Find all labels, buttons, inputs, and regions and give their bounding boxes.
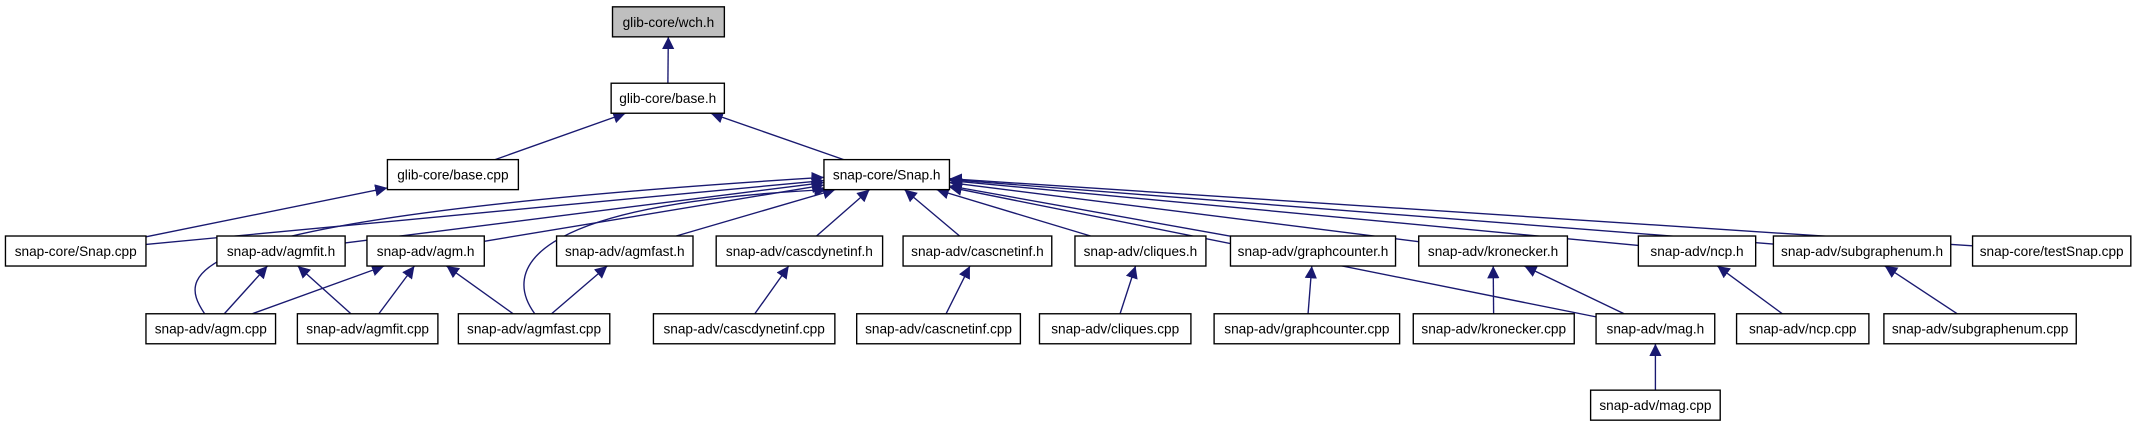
node-label: snap-adv/agmfit.cpp xyxy=(306,322,429,337)
edge xyxy=(1717,265,1783,315)
node-label: snap-adv/agm.h xyxy=(377,244,475,259)
node-box xyxy=(1038,313,1192,345)
edge xyxy=(145,184,388,238)
edge xyxy=(484,180,825,242)
edge xyxy=(251,264,385,315)
edge xyxy=(1304,265,1317,314)
edge xyxy=(494,111,626,161)
node-box xyxy=(610,82,726,114)
node-label: snap-adv/cascnetinf.h xyxy=(911,244,1044,259)
node-label: snap-adv/cliques.h xyxy=(1084,244,1198,259)
edge xyxy=(676,187,836,237)
node-label: snap-adv/cascdynetinf.h xyxy=(726,244,873,259)
edge xyxy=(949,181,1231,237)
node-box xyxy=(1229,235,1397,267)
edge xyxy=(345,177,825,244)
node-label: snap-adv/cascnetinf.cpp xyxy=(865,322,1012,337)
node-label: snap-adv/kronecker.cpp xyxy=(1421,322,1566,337)
edge xyxy=(710,111,844,161)
node-box xyxy=(296,313,439,345)
node-box xyxy=(4,235,147,267)
edge xyxy=(754,265,790,315)
node-box xyxy=(1213,313,1401,345)
node-box xyxy=(652,313,836,345)
node-label: snap-adv/subgraphenum.h xyxy=(1781,244,1943,259)
node-label: snap-adv/subgraphenum.cpp xyxy=(1892,322,2069,337)
edge xyxy=(949,173,1973,247)
node-box xyxy=(1772,235,1952,267)
node-label: snap-adv/graphcounter.h xyxy=(1238,244,1389,259)
node-label: glib-core/base.cpp xyxy=(397,168,508,183)
node-label: glib-core/base.h xyxy=(619,91,716,106)
edge xyxy=(816,189,871,237)
node-label: snap-adv/kronecker.h xyxy=(1428,244,1558,259)
node-box xyxy=(216,235,346,267)
edge xyxy=(904,189,961,237)
edge xyxy=(551,265,608,315)
node-box xyxy=(145,313,277,345)
edge xyxy=(223,265,268,315)
node-label: snap-adv/ncp.cpp xyxy=(1749,322,1857,337)
node-box xyxy=(1412,313,1575,345)
node-box xyxy=(715,235,884,267)
node-box xyxy=(856,313,1022,345)
node-box xyxy=(611,6,726,38)
node-label: snap-core/Snap.h xyxy=(833,168,941,183)
node-box xyxy=(1735,313,1870,345)
node-box xyxy=(555,235,694,267)
node-box xyxy=(457,313,611,345)
node-box xyxy=(1589,389,1721,421)
node-label: snap-adv/agmfast.h xyxy=(565,244,685,259)
node-label: snap-adv/ncp.h xyxy=(1650,244,1743,259)
node-label: glib-core/wch.h xyxy=(623,15,715,30)
node-label: snap-adv/mag.cpp xyxy=(1599,398,1711,413)
node-label: snap-adv/agm.cpp xyxy=(155,322,267,337)
node-label: snap-adv/cascdynetinf.cpp xyxy=(663,322,824,337)
edge xyxy=(523,184,827,315)
edge xyxy=(297,265,352,315)
node-box xyxy=(1637,235,1757,267)
node-box xyxy=(1883,313,2077,345)
edge xyxy=(1884,265,1958,315)
node-box xyxy=(1971,235,2132,267)
edge xyxy=(949,175,1639,247)
edge xyxy=(945,265,971,315)
edge xyxy=(949,177,1419,243)
node-label: snap-core/testSnap.cpp xyxy=(1980,244,2124,259)
node-label: snap-adv/agmfit.h xyxy=(227,244,335,259)
edge xyxy=(949,174,1774,245)
node-label: snap-adv/mag.h xyxy=(1607,322,1705,337)
node-label: snap-adv/agmfast.cpp xyxy=(467,322,601,337)
node-box xyxy=(366,235,485,267)
node-box xyxy=(1074,235,1207,267)
edge xyxy=(1119,265,1138,314)
edge xyxy=(145,175,825,246)
edge xyxy=(936,187,1091,237)
node-box xyxy=(902,235,1053,267)
node-box xyxy=(1418,235,1569,267)
node-label: snap-adv/cliques.cpp xyxy=(1051,322,1179,337)
node-label: snap-core/Snap.cpp xyxy=(15,244,137,259)
node-label: snap-adv/graphcounter.cpp xyxy=(1224,322,1389,337)
node-box xyxy=(823,158,951,191)
node-box xyxy=(1595,313,1716,345)
edge xyxy=(378,265,415,315)
edge xyxy=(1524,265,1625,315)
node-box xyxy=(386,158,520,191)
nodes: glib-core/wch.h glib-core/base.h glib-core… xyxy=(4,6,2132,421)
edge xyxy=(446,265,514,315)
